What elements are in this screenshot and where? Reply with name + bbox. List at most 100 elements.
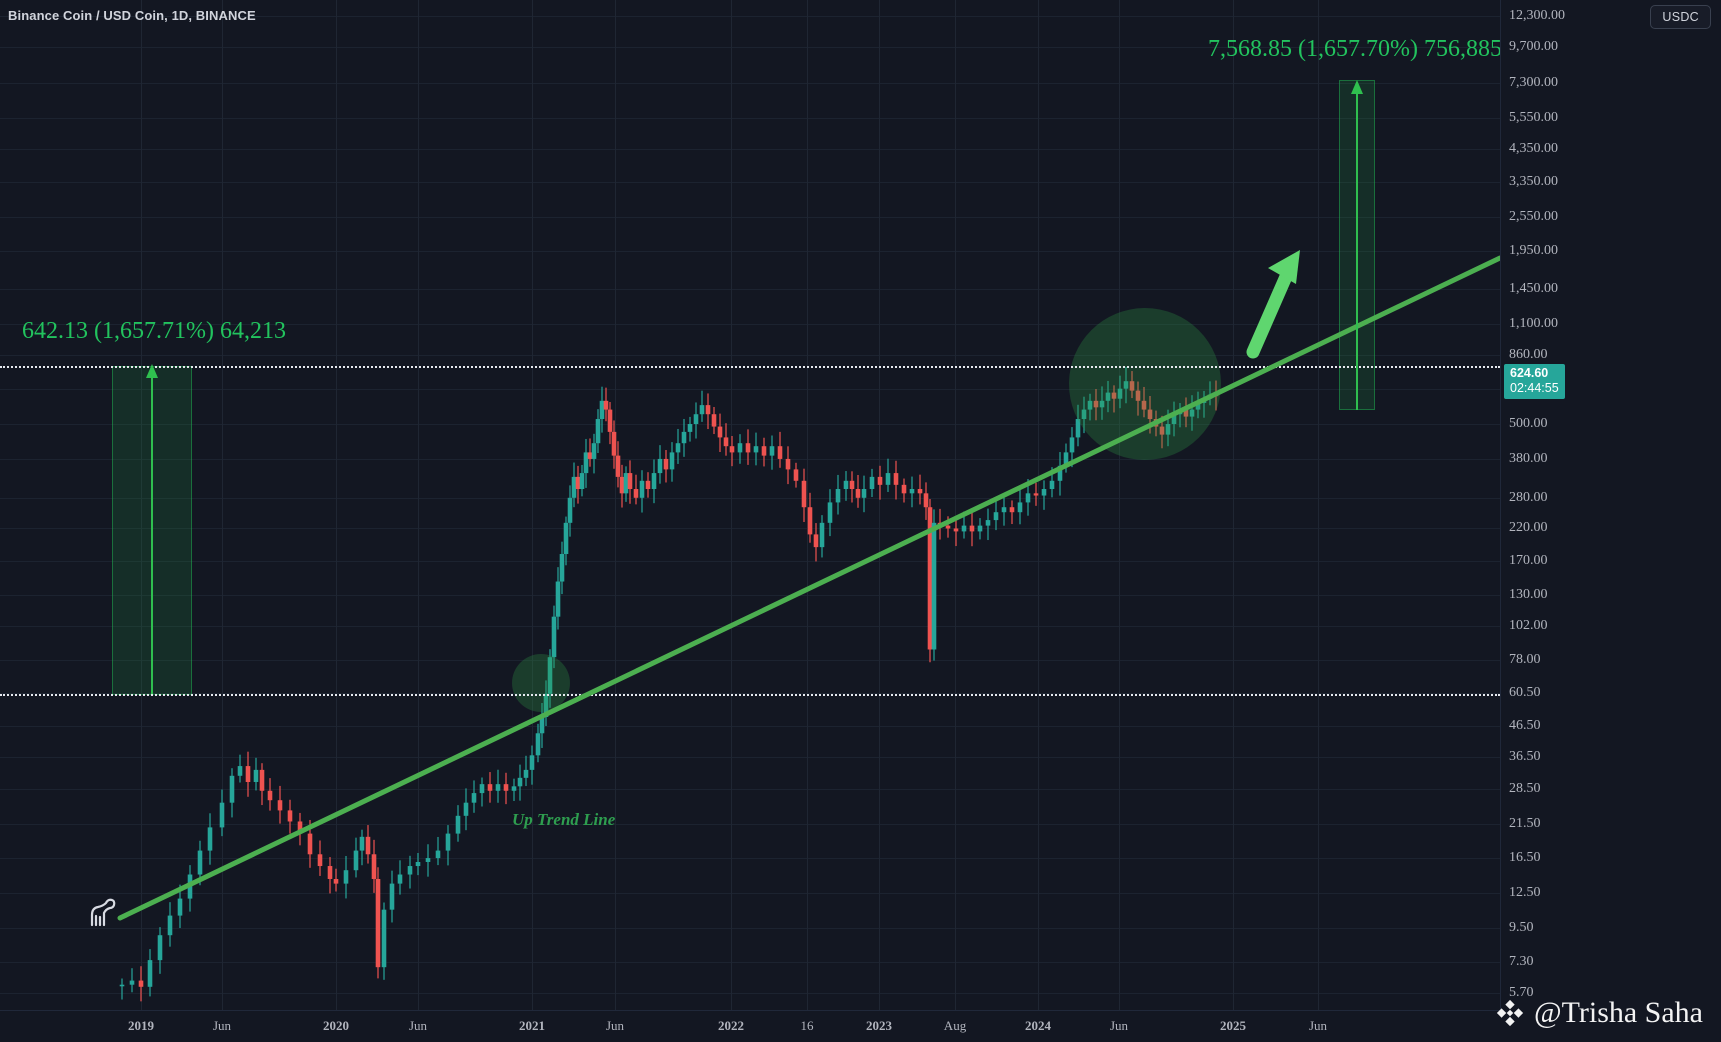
time-axis-tick: Jun (1308, 1018, 1328, 1033)
price-axis[interactable]: USDC 624.60 02:44:55 12,300.00 9,700.00 7,… (1500, 0, 1721, 1010)
measure-label-right: 7,568.85 (1,657.70%) 756,885 (1208, 36, 1502, 62)
price-axis-tick: 102.00 (1509, 618, 1548, 634)
candle-body (343, 870, 349, 884)
grid-hline (0, 117, 1500, 119)
candle-body (761, 446, 767, 456)
candle-body (1009, 507, 1015, 513)
currency-button[interactable]: USDC (1650, 5, 1711, 29)
candle-body (579, 473, 585, 490)
candle-body (1063, 452, 1069, 466)
candle-body (769, 446, 775, 456)
highlight-circle-2024 (1069, 308, 1221, 460)
time-axis-tick: Jun (212, 1018, 232, 1033)
candle-body (1057, 465, 1063, 481)
price-axis-tick: 21.50 (1509, 816, 1541, 832)
candle-body (699, 405, 705, 415)
candle-body (317, 854, 323, 867)
candle-body (1001, 507, 1007, 513)
candle-body (675, 443, 681, 453)
candle-body (603, 400, 609, 410)
price-axis-tick: 5.70 (1509, 985, 1534, 1001)
candle-body (843, 480, 849, 490)
price-axis-tick: 16.50 (1509, 850, 1541, 866)
candle-body (187, 874, 193, 899)
candle-body (375, 878, 381, 968)
candle-body (397, 874, 403, 884)
candle-body (985, 520, 991, 526)
candle-body (365, 836, 371, 855)
candle-body (463, 802, 469, 816)
candle-body (389, 883, 395, 910)
guide-line-low (0, 694, 1500, 696)
candle-body (503, 784, 509, 791)
candle-body (931, 522, 937, 650)
candle-body (1025, 493, 1031, 503)
candle-body (327, 866, 333, 879)
candle-body (119, 984, 125, 987)
bar-countdown: 02:44:55 (1510, 381, 1559, 395)
candle-body (511, 786, 517, 791)
candle-body (129, 980, 135, 985)
time-axis-tick: 2023 (866, 1018, 892, 1033)
candle-body (571, 476, 577, 498)
candle-body (819, 522, 825, 548)
candle-body (681, 431, 687, 444)
price-axis-tick: 7.30 (1509, 953, 1534, 969)
candle-body (885, 473, 891, 485)
candle-body (207, 827, 213, 851)
candle-body (729, 446, 735, 453)
candle-body (813, 534, 819, 548)
price-axis-tick: 380.00 (1509, 450, 1548, 466)
price-axis-tick: 7,300.00 (1509, 74, 1558, 90)
candle-body (535, 733, 541, 756)
price-axis-tick: 860.00 (1509, 347, 1548, 362)
candle-body (977, 525, 983, 532)
candle-body (435, 850, 441, 859)
candle-body (307, 833, 313, 855)
binance-diamond-icon (1496, 999, 1524, 1027)
candle-body (381, 909, 387, 968)
candle-body (711, 414, 717, 427)
guide-line-high (0, 366, 1500, 368)
candle-body (587, 452, 593, 459)
candle-body (835, 489, 841, 503)
candle-body (705, 405, 711, 415)
candle-body (849, 480, 855, 490)
candle-body (1033, 493, 1039, 496)
time-axis[interactable]: 2019 Jun 2020 Jun 2021 Jun 2022 16 2023 Aug 2024 Ju… (0, 1010, 1500, 1042)
grid-hline (0, 16, 1500, 18)
candle-body (455, 815, 461, 834)
measure-label-left: 642.13 (1,657.71%) 64,213 (22, 318, 286, 344)
candle-body (893, 473, 899, 485)
candle-body (627, 473, 633, 490)
candle-body (259, 769, 265, 791)
candle-body (563, 522, 569, 555)
price-axis-tick: 500.00 (1509, 416, 1548, 431)
candle-body (619, 476, 625, 494)
time-axis-tick: Aug (943, 1018, 967, 1033)
candle-body (219, 802, 225, 828)
price-axis-tick: 46.50 (1509, 718, 1541, 734)
candle-body (793, 469, 799, 481)
candle-body (669, 452, 675, 470)
candle-body (138, 980, 144, 987)
candle-body (687, 424, 693, 432)
candle-body (937, 522, 943, 526)
candle-body (877, 476, 883, 485)
price-axis-tick: 1,100.00 (1509, 315, 1558, 331)
candle-body (945, 525, 951, 529)
candle-body (551, 616, 557, 658)
grid-hline (0, 82, 1500, 84)
candle-body (807, 507, 813, 535)
candle-body (539, 717, 545, 734)
candle-body (425, 858, 431, 862)
grid-hline (0, 181, 1500, 183)
candle-body (663, 458, 669, 470)
price-axis-tick: 9,700.00 (1509, 38, 1558, 54)
time-axis-tick: 2022 (718, 1018, 744, 1033)
candle-body (245, 766, 251, 783)
price-axis-tick: 130.00 (1509, 587, 1548, 603)
candle-body (723, 437, 729, 447)
time-axis-tick: 16 (800, 1018, 814, 1033)
candlestick-series (119, 366, 1219, 1002)
